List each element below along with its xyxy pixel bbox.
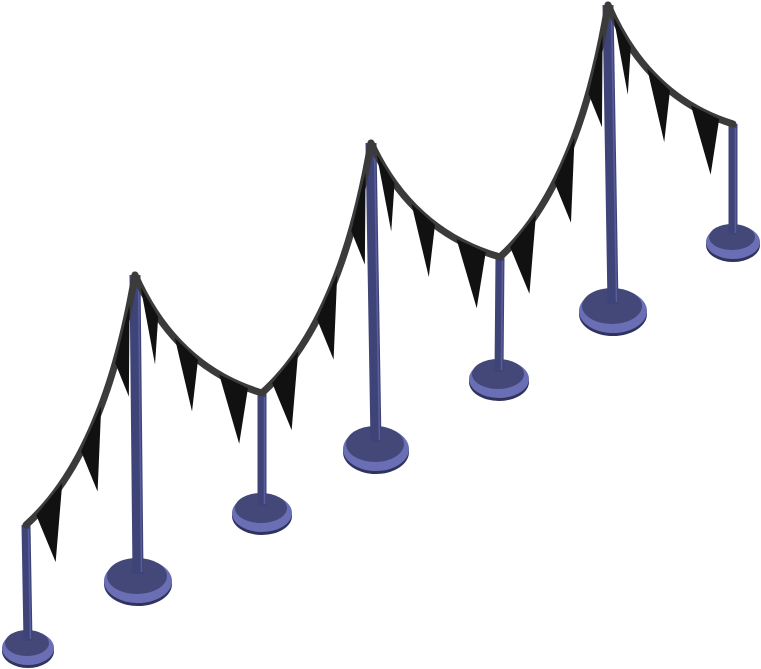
pole-base-top — [582, 288, 642, 324]
rope-segment — [258, 139, 375, 397]
pole-base-top — [107, 558, 167, 594]
pennants-layer — [36, 17, 720, 563]
rope-segment — [22, 271, 139, 529]
pole-base-top — [5, 630, 49, 656]
pennant-flag — [81, 405, 102, 492]
pennant-flag — [272, 351, 299, 431]
pole-base-top — [709, 224, 755, 250]
pole-shaft-highlight — [27, 528, 32, 640]
pennant-flag — [317, 273, 338, 360]
pennant-flag — [376, 154, 395, 232]
rope-segment — [496, 1, 612, 261]
pennant-flag — [647, 68, 670, 143]
pole-shaft-highlight — [610, 8, 618, 303]
pole-base-top — [472, 359, 524, 389]
poles-layer — [2, 5, 760, 668]
pole-tall — [343, 143, 409, 474]
pennant-flag — [613, 17, 631, 95]
pennant-flag — [411, 203, 435, 278]
pennant-flag — [140, 286, 159, 365]
pennant-flag — [554, 136, 575, 223]
pennant-flag — [219, 374, 248, 444]
pole-shaft-highlight — [137, 278, 143, 573]
pole-shaft-highlight — [373, 146, 381, 441]
pennant-flag — [36, 483, 63, 563]
pole-base-top — [346, 426, 404, 462]
pole-shaft — [365, 143, 382, 442]
pennant-flag — [588, 34, 603, 128]
pennant-flag — [174, 338, 198, 412]
pennant-flag — [456, 239, 486, 309]
pole-short — [2, 525, 54, 668]
pennant-flag — [115, 304, 130, 397]
pole-base-top — [235, 493, 287, 523]
pole-tall — [104, 275, 172, 606]
pole-shaft — [129, 275, 144, 574]
pennant-flag — [690, 105, 720, 175]
pole-shaft — [602, 5, 619, 304]
pole-short — [232, 393, 292, 535]
pennant-flag — [351, 172, 366, 265]
pole-short — [706, 124, 760, 262]
pole-shaft-highlight — [500, 260, 504, 371]
pole-tall — [579, 5, 647, 336]
pole-short — [469, 257, 529, 401]
pennant-flag — [510, 214, 536, 294]
